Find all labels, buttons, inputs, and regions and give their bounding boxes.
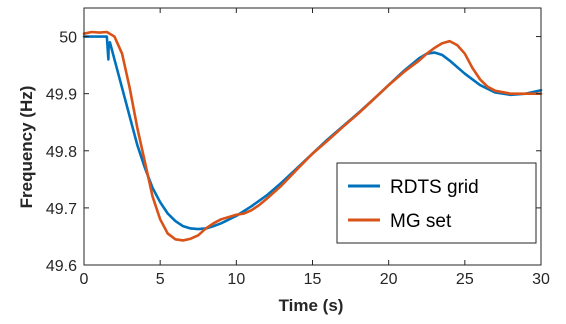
- x-tick-label: 30: [532, 271, 550, 288]
- x-tick-label: 5: [156, 271, 165, 288]
- legend-label-mg-set: MG set: [390, 211, 452, 232]
- legend-label-rdts-grid: RDTS grid: [390, 177, 479, 198]
- legend: RDTS grid MG set: [336, 162, 537, 244]
- x-tick-label: 0: [80, 271, 89, 288]
- y-tick-label: 49.7: [46, 201, 77, 218]
- x-tick-label: 20: [380, 271, 398, 288]
- y-tick-label: 49.8: [46, 144, 77, 161]
- x-axis-title: Time (s): [279, 296, 344, 315]
- x-tick-label: 10: [227, 271, 245, 288]
- y-axis-title: Frequency (Hz): [17, 86, 36, 209]
- series-line-rdts-grid: [82, 35, 543, 231]
- y-tick-label: 50: [59, 30, 77, 47]
- axes: 0 5 10 15 20 25 30 49.6 49.7 49.8 49.9 50: [46, 7, 550, 288]
- series-layer: [82, 30, 543, 242]
- y-tick-label: 49.6: [46, 258, 77, 275]
- x-tick-label: 15: [304, 271, 322, 288]
- series-line-mg-set: [82, 30, 543, 242]
- x-tick-label: 25: [456, 271, 474, 288]
- y-tick-label: 49.9: [46, 87, 77, 104]
- legend-box: [336, 162, 537, 244]
